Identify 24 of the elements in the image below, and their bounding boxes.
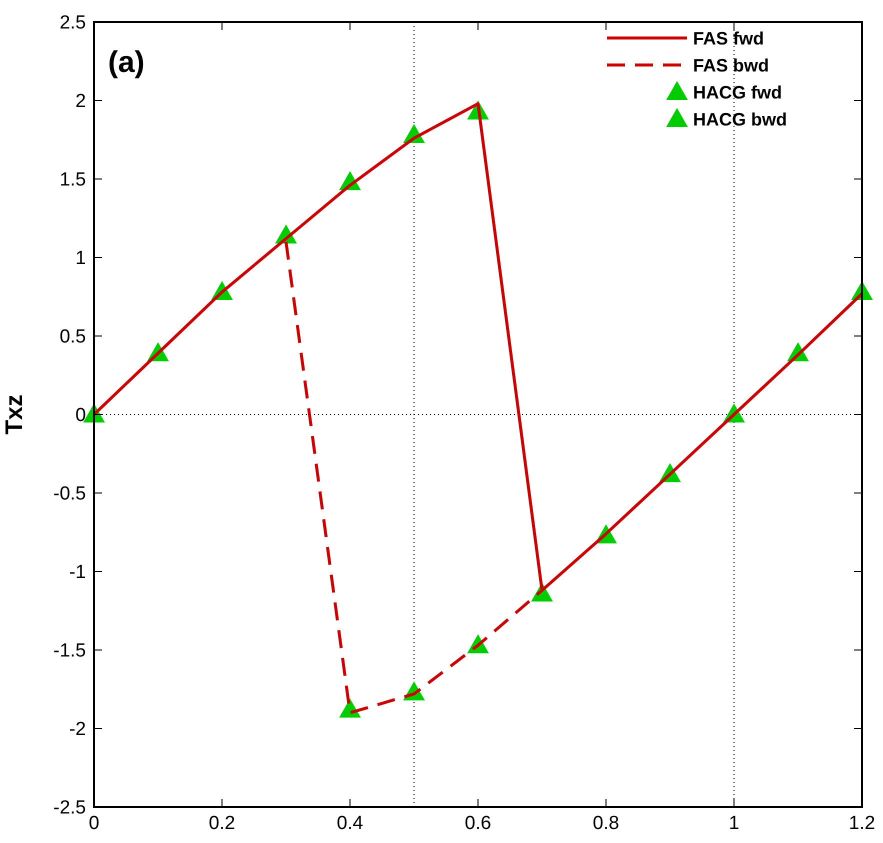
y-tick-label: -2.5 (53, 798, 86, 819)
x-tick-label: 1 (728, 813, 740, 834)
x-tick-label: 0.8 (592, 813, 620, 834)
legend-label: FAS bwd (693, 55, 769, 76)
y-tick-label: -1 (69, 562, 86, 584)
legend-label: FAS fwd (693, 28, 764, 48)
y-tick-label: 0.5 (60, 326, 86, 348)
y-tick-label: 1 (75, 248, 86, 270)
x-tick-label: 0.6 (464, 813, 492, 834)
x-tick-label: 0 (88, 813, 100, 834)
annotation: (a) (108, 46, 145, 79)
y-tick-label: 1.5 (60, 170, 86, 191)
y-tick-label: -1.5 (53, 640, 86, 662)
x-tick-label: 0.2 (208, 813, 236, 834)
y-tick-label: 2 (75, 91, 86, 112)
legend-label: HACG bwd (693, 109, 787, 130)
y-axis-title: Txz (1, 394, 28, 435)
x-tick-label: 1.2 (848, 813, 876, 834)
x-tick-label: 0.4 (336, 813, 364, 834)
y-tick-label: -0.5 (53, 484, 86, 505)
legend-label: HACG fwd (693, 82, 782, 102)
y-tick-label: 2.5 (60, 12, 86, 34)
y-tick-label: 0 (75, 405, 86, 426)
y-tick-label: -2 (69, 719, 86, 740)
